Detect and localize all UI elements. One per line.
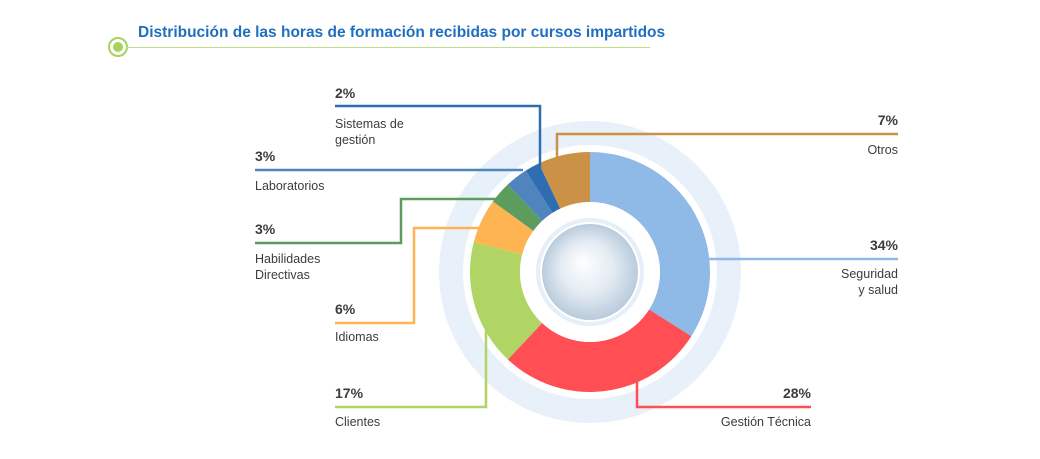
- pct-label-otros: 7%: [878, 112, 899, 128]
- slice-gestion-tecnica: [507, 309, 692, 392]
- leader-line-idiomas: [335, 226, 479, 325]
- slice-habilidades-directivas: [492, 184, 543, 231]
- category-label-line: Gestión Técnica: [721, 415, 811, 429]
- leader-line-gestion-tecnica: [635, 382, 811, 409]
- hub-outline: [536, 218, 644, 326]
- category-label-line: gestión: [335, 133, 375, 147]
- category-label-line: Otros: [867, 143, 898, 157]
- title-underline: [126, 47, 650, 48]
- category-label-line: Habilidades: [255, 252, 320, 266]
- pct-label-sistemas-de-gestion: 2%: [335, 85, 356, 101]
- category-label-laboratorios: Laboratorios: [255, 179, 325, 193]
- category-label-otros: Otros: [867, 143, 898, 157]
- category-label-line: Directivas: [255, 268, 310, 282]
- category-label-line: Laboratorios: [255, 179, 325, 193]
- category-label-seguridad-y-salud: Seguridad y salud: [841, 267, 898, 297]
- slice-seguridad-y-salud: [590, 152, 710, 337]
- leader-line-clientes: [335, 330, 488, 409]
- category-label-habilidades-directivas: Habilidades Directivas: [255, 252, 320, 282]
- pct-label-seguridad-y-salud: 34%: [870, 237, 899, 253]
- category-label-idiomas: Idiomas: [335, 330, 379, 344]
- pct-label-gestion-tecnica: 28%: [783, 385, 812, 401]
- category-label-line: Idiomas: [335, 330, 379, 344]
- pct-label-clientes: 17%: [335, 385, 364, 401]
- category-label-line: Clientes: [335, 415, 380, 429]
- chart-title-row: Distribución de las horas de formación r…: [108, 18, 665, 62]
- category-label-line: y salud: [858, 283, 898, 297]
- leader-line-otros: [555, 132, 898, 163]
- donut-hub: [542, 224, 638, 320]
- leader-line-sistemas-de-gestion: [335, 104, 542, 168]
- category-label-line: Sistemas de: [335, 117, 404, 131]
- pct-label-habilidades-directivas: 3%: [255, 221, 276, 237]
- slice-otros: [538, 152, 590, 209]
- category-label-clientes: Clientes: [335, 415, 380, 429]
- leader-line-habilidades-directivas: [255, 197, 496, 245]
- pct-label-idiomas: 6%: [335, 301, 356, 317]
- category-label-gestion-tecnica: Gestión Técnica: [721, 415, 811, 429]
- slice-clientes: [470, 242, 543, 360]
- category-label-line: Seguridad: [841, 267, 898, 281]
- pct-label-laboratorios: 3%: [255, 148, 276, 164]
- slice-sistemas-de-gestion: [525, 163, 561, 213]
- chart-title: Distribución de las horas de formación r…: [138, 24, 666, 41]
- slice-idiomas: [473, 201, 534, 255]
- category-label-sistemas-de-gestion: Sistemas de gestión: [335, 117, 404, 147]
- slice-laboratorios: [507, 170, 553, 221]
